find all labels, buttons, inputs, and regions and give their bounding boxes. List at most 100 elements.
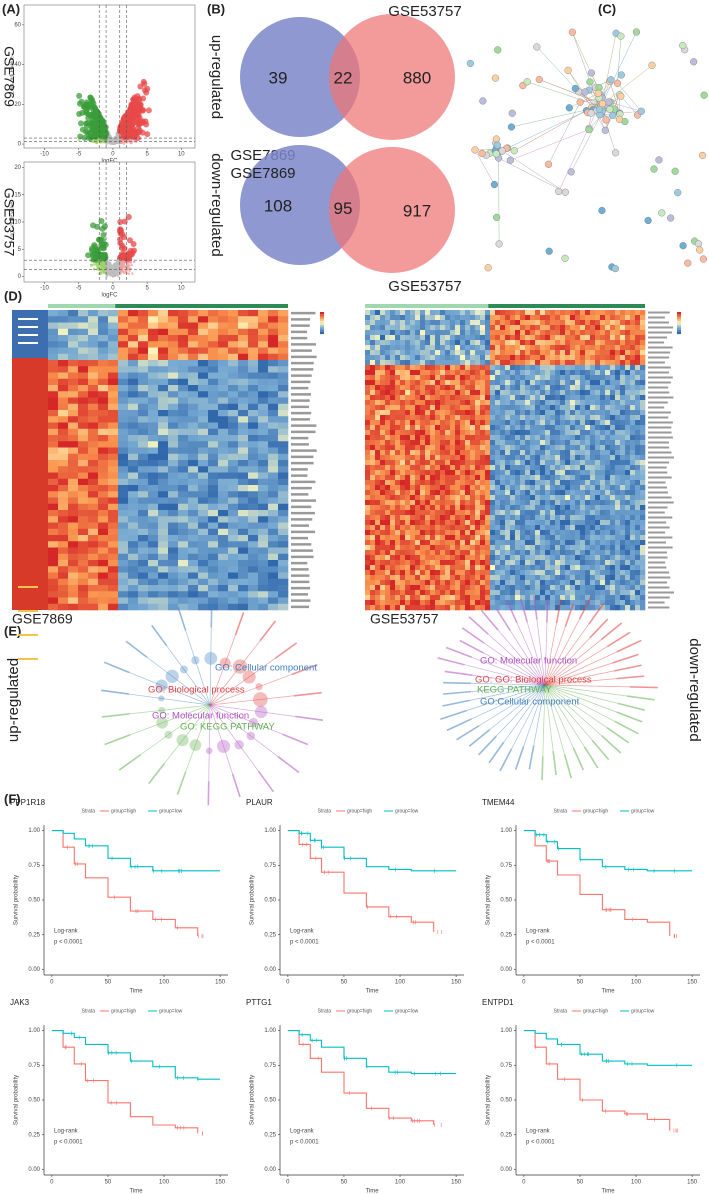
heatmap-cell (590, 405, 596, 411)
heatmap-cell (228, 347, 239, 355)
heatmap-cell (635, 385, 641, 391)
heatmap-cell (640, 410, 646, 416)
heatmap-cell (455, 440, 461, 446)
heatmap-cell (88, 310, 99, 317)
heatmap-cell (138, 341, 149, 348)
heatmap-cell (178, 403, 189, 411)
heatmap-cell (630, 315, 636, 321)
heatmap-cell (385, 415, 391, 421)
node (667, 214, 675, 222)
heatmap-cell (78, 460, 89, 467)
heatmap-cell (620, 425, 626, 431)
heatmap-cell (630, 330, 636, 336)
heatmap-cell (158, 441, 169, 448)
heatmap-cell (380, 430, 386, 436)
heatmap-cell (530, 315, 536, 321)
heatmap-cell (630, 395, 636, 401)
point (130, 96, 137, 103)
heatmap-cell (238, 578, 249, 586)
heatmap-cell (580, 420, 586, 426)
heatmap-cell (570, 435, 576, 441)
heatmap-cell (390, 320, 396, 326)
heatmap-cell (375, 420, 381, 426)
heatmap-cell (445, 370, 451, 376)
heatmap-cell (515, 410, 521, 416)
heatmap-cell (415, 460, 421, 466)
heatmap-cell (158, 503, 169, 511)
heatmap-cell (415, 425, 421, 431)
heatmap-cell (420, 420, 426, 426)
heatmap-cell (490, 390, 496, 396)
heatmap-cell (625, 365, 631, 371)
heatmap-cell (68, 447, 79, 455)
heatmap-cell (430, 390, 436, 396)
heatmap-cell (525, 310, 531, 316)
heatmap-cell (550, 415, 556, 421)
row-label-placeholder (291, 318, 311, 321)
heatmap-cell (575, 390, 581, 396)
heatmap-cell (248, 391, 259, 398)
heatmap-cell (600, 315, 606, 321)
heatmap-cell (425, 390, 431, 396)
heatmap-cell (580, 325, 586, 331)
heatmap-cell (515, 415, 521, 421)
heatmap-cell (450, 430, 456, 436)
heatmap-cell (78, 497, 89, 505)
heatmap-cell (98, 353, 109, 361)
heatmap-cell (550, 335, 556, 341)
row-label-placeholder (648, 351, 671, 354)
heatmap-cell (370, 450, 376, 456)
row-label-placeholder (291, 418, 310, 421)
heatmap-cell (158, 347, 169, 355)
heatmap-cell (405, 330, 411, 336)
heatmap-cell (88, 566, 99, 573)
heatmap-cell (510, 320, 516, 326)
heatmap-cell (595, 435, 601, 441)
node (545, 247, 553, 255)
heatmap-cell (218, 410, 229, 417)
heatmap-cell (158, 491, 169, 498)
heatmap-cell (420, 460, 426, 466)
heatmap-cell (535, 325, 541, 331)
panel-label: (C) (598, 1, 616, 16)
heatmap-cell (248, 341, 259, 348)
heatmap-cell (550, 350, 556, 356)
heatmap-cell (540, 440, 546, 446)
heatmap-cell (475, 395, 481, 401)
heatmap-cell (625, 330, 631, 336)
heatmap-cell (550, 360, 556, 366)
heatmap-cell (68, 435, 79, 442)
node (493, 141, 501, 149)
heatmap-cell (258, 528, 269, 536)
point (140, 78, 147, 85)
heatmap-cell (58, 541, 69, 548)
heatmap-cell (228, 372, 239, 380)
heatmap-cell (500, 425, 506, 431)
heatmap-cell (415, 330, 421, 336)
heatmap-cell (138, 572, 149, 580)
heatmap-cell (505, 400, 511, 406)
heatmap-cell (248, 435, 259, 442)
heatmap-cell (400, 470, 406, 476)
heatmap-cell (248, 328, 259, 336)
point (106, 263, 109, 267)
heatmap-cell (415, 445, 421, 451)
heatmap-cell (640, 405, 646, 411)
heatmap-cell (475, 320, 481, 326)
heatmap-cell (505, 345, 511, 351)
heatmap-cell (208, 491, 219, 498)
heatmap-cell (238, 447, 249, 455)
node (493, 213, 501, 221)
row-label-placeholder (648, 446, 670, 449)
heatmap-cell (520, 370, 526, 376)
heatmap-cell (610, 330, 616, 336)
heatmap-cell (258, 472, 269, 480)
row-label-placeholder (291, 486, 312, 490)
heatmap-cell (630, 415, 636, 421)
heatmap-cell (430, 365, 436, 371)
heatmap-cell (495, 440, 501, 446)
heatmap-cell (565, 310, 571, 316)
heatmap-cell (128, 478, 139, 486)
heatmap-cell (68, 372, 79, 380)
heatmap-cell (550, 330, 556, 336)
